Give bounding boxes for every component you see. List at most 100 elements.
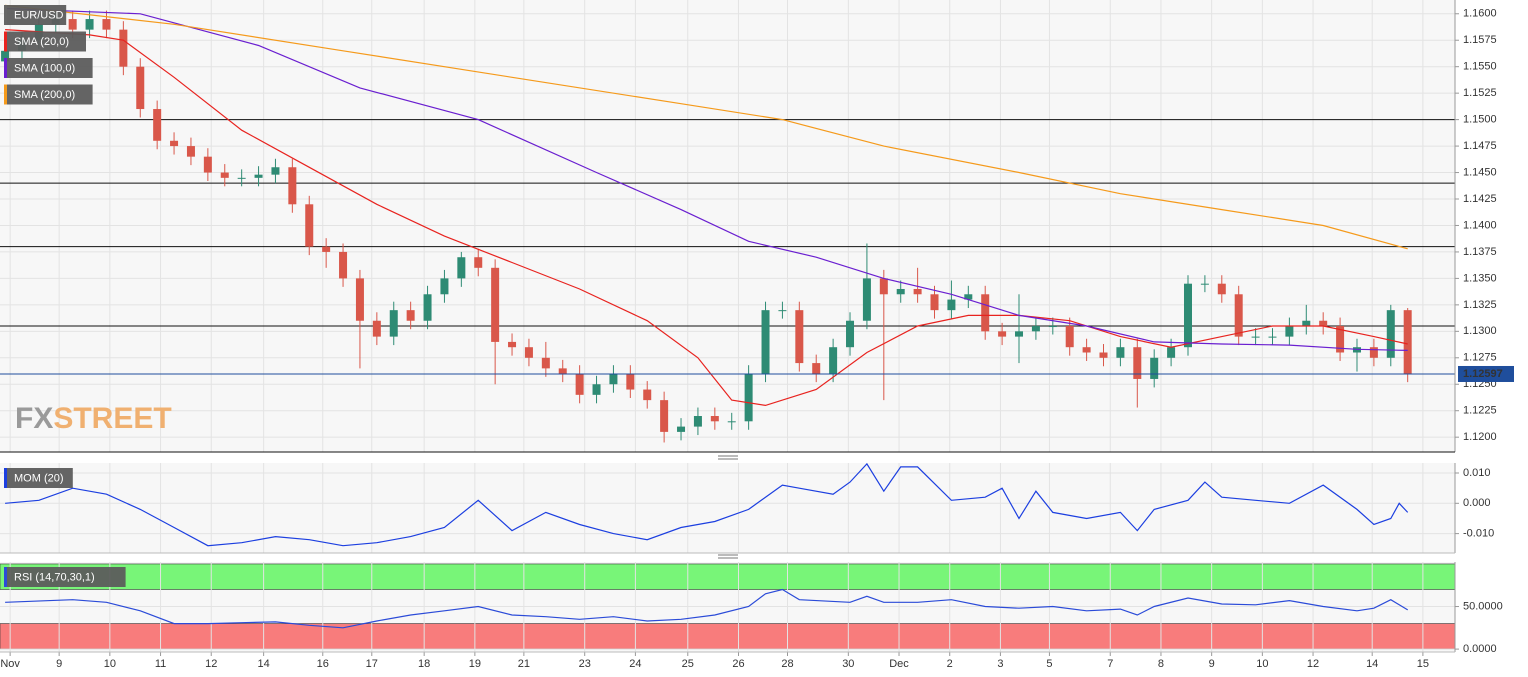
candle-body	[440, 278, 449, 295]
candle-body	[795, 310, 804, 364]
candle-body	[389, 310, 398, 337]
candle-body	[1099, 352, 1108, 358]
last-price-label: 1.12597	[1463, 368, 1503, 380]
y-tick-label: 1.1325	[1463, 299, 1497, 311]
legend-box	[4, 468, 73, 488]
last-price-box	[1458, 365, 1514, 382]
legend-box	[4, 567, 126, 587]
candle-body	[1015, 331, 1024, 337]
y-tick-label: 1.1575	[1463, 34, 1497, 46]
candle-body	[406, 310, 415, 321]
candle-body	[474, 257, 483, 268]
candle-body	[1336, 326, 1345, 353]
candle-body	[761, 310, 770, 374]
legend-label: RSI (14,70,30,1)	[14, 571, 95, 583]
legend-label: SMA (200,0)	[14, 89, 75, 101]
x-tick-label: 30	[842, 658, 854, 670]
y-tick-label: 1.1475	[1463, 140, 1497, 152]
y-tick-label: 1.1525	[1463, 87, 1497, 99]
line-series	[5, 7, 1408, 351]
y-tick-label: 0.0000	[1463, 643, 1497, 655]
candle-body	[879, 278, 888, 295]
candle-body	[524, 347, 533, 358]
x-tick-label: 2	[947, 658, 953, 670]
candle-body	[68, 19, 77, 30]
candle-body	[575, 373, 584, 395]
candle-body	[1268, 336, 1277, 338]
candle-body	[1167, 347, 1176, 358]
x-tick-label: 10	[104, 658, 116, 670]
line-series	[5, 588, 1409, 629]
candle-body	[862, 278, 871, 321]
x-tick-label: 16	[317, 658, 329, 670]
x-tick-label: 26	[732, 658, 744, 670]
candle-body	[1251, 336, 1260, 338]
legend-item: RSI (14,70,30,1)	[4, 567, 126, 587]
panel-handles	[718, 455, 738, 559]
y-tick-label: 1.1450	[1463, 166, 1497, 178]
candle-body	[186, 146, 195, 157]
legend-box	[4, 5, 67, 25]
x-tick-label: 7	[1107, 658, 1113, 670]
x-tick-label: Dec	[889, 658, 909, 670]
candle-body	[727, 421, 736, 423]
candle-body	[1403, 310, 1412, 374]
candle-body	[592, 384, 601, 395]
x-tick-label: 14	[257, 658, 269, 670]
x-tick-label: 10	[1256, 658, 1268, 670]
candle-body	[1302, 320, 1311, 327]
candle-body	[829, 347, 838, 374]
x-tick-label: 12	[1307, 658, 1319, 670]
candle-body	[339, 251, 348, 279]
candle-body	[744, 373, 753, 422]
y-tick-label: 1.1425	[1463, 193, 1497, 205]
x-tick-label: 3	[997, 658, 1003, 670]
candle-body	[1319, 320, 1328, 327]
legend-item: EUR/USD	[4, 5, 67, 25]
candle-body	[1285, 326, 1294, 337]
legend-swatch	[4, 468, 7, 488]
candle-body	[85, 19, 94, 30]
panel-background	[0, 463, 1455, 553]
x-tick-label: 11	[155, 658, 166, 670]
candle-body	[541, 357, 550, 369]
candle-body	[1065, 326, 1074, 348]
y-tick-label: 1.1600	[1463, 8, 1497, 20]
legend-label: SMA (100,0)	[14, 62, 75, 74]
x-tick-label: 12	[205, 658, 217, 670]
candle-body	[896, 288, 905, 295]
x-tick-label: 8	[1158, 658, 1164, 670]
legend-label: SMA (20,0)	[14, 36, 69, 48]
candle-body	[1386, 310, 1395, 358]
watermark-fx: FX	[15, 402, 53, 435]
x-tick-label: Nov	[0, 658, 20, 670]
candle-body	[237, 177, 246, 179]
x-tick-label: 14	[1366, 658, 1378, 670]
candle-body	[1048, 326, 1057, 328]
line-series	[5, 462, 1409, 547]
x-tick-label: 9	[56, 658, 62, 670]
legend-swatch	[4, 567, 7, 587]
candle-body	[626, 373, 635, 390]
candle-body	[643, 389, 652, 401]
x-tick-label: 19	[469, 658, 481, 670]
y-tick-label: 1.1200	[1463, 431, 1497, 443]
legend-item: SMA (100,0)	[4, 58, 93, 78]
candle-body	[355, 278, 364, 321]
candle-body	[660, 400, 669, 432]
legend-box	[4, 84, 93, 105]
candle-body	[558, 368, 567, 374]
candle-body	[981, 294, 990, 332]
candle-body	[102, 19, 111, 30]
y-tick-label: 1.1300	[1463, 325, 1497, 337]
y-tick-label: 1.1350	[1463, 272, 1497, 284]
candle-body	[1150, 357, 1159, 379]
candle-body	[609, 373, 618, 385]
x-tick-label: 17	[366, 658, 378, 670]
x-tick-label: 28	[781, 658, 793, 670]
x-tick-label: 23	[579, 658, 591, 670]
candle-body	[913, 288, 922, 295]
legend-item: SMA (20,0)	[4, 31, 86, 52]
candle-body	[203, 156, 212, 173]
